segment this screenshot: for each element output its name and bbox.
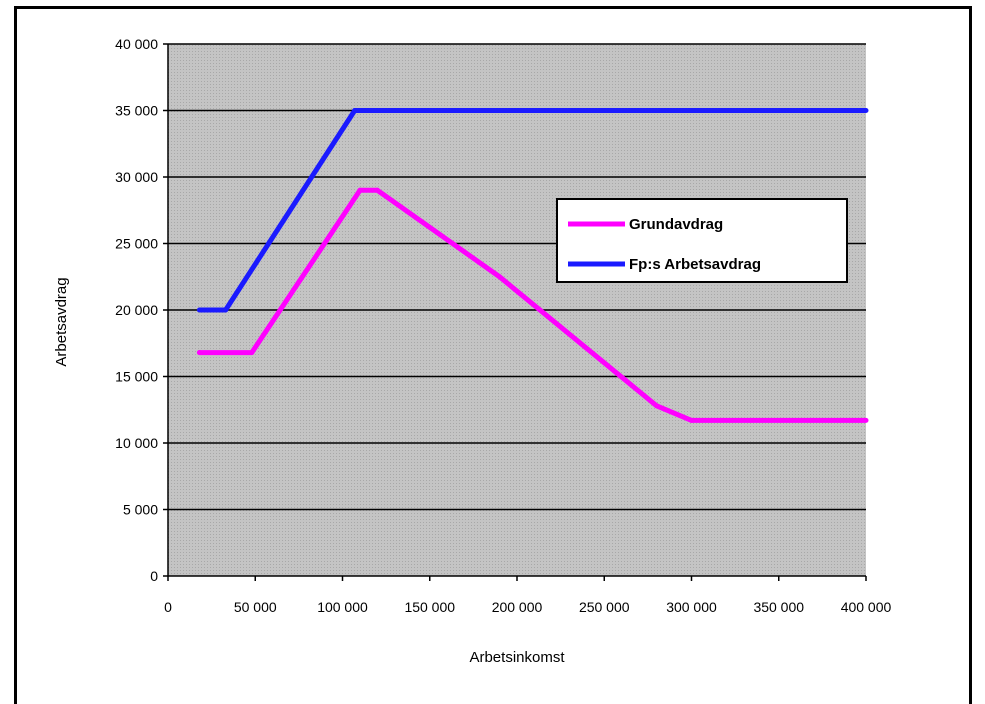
series-1-point-1	[223, 307, 229, 313]
x-tick-label-5: 250 000	[579, 599, 630, 615]
x-tick-label-6: 300 000	[666, 599, 717, 615]
series-1-point-0	[196, 307, 202, 313]
y-tick-label-1: 5 000	[123, 502, 158, 518]
y-axis-title: Arbetsavdrag	[53, 277, 70, 366]
x-tick-label-4: 200 000	[492, 599, 543, 615]
series-0-point-5	[654, 403, 660, 409]
series-line-1	[199, 108, 866, 313]
series-0-point-2	[357, 187, 363, 193]
series-0-point-6	[689, 417, 694, 423]
legend-label-1: Fp:s Arbetsavdrag	[629, 256, 761, 273]
y-tick-label-7: 35 000	[115, 103, 158, 119]
x-tick-label-7: 350 000	[753, 599, 804, 615]
y-tick-label-2: 10 000	[115, 435, 158, 451]
x-tick-label-8: 400 000	[841, 599, 892, 615]
y-tick-label-4: 20 000	[115, 302, 158, 318]
series-0-point-3	[374, 187, 380, 193]
x-tick-label-1: 50 000	[234, 599, 277, 615]
series-0-point-7	[863, 417, 869, 423]
y-tick-label-6: 30 000	[115, 169, 158, 185]
series-0-point-1	[249, 350, 255, 356]
legend-box	[556, 198, 848, 283]
y-tick-label-0: 0	[150, 568, 158, 584]
y-tick-label-3: 15 000	[115, 369, 158, 385]
x-axis-title: Arbetsinkomst	[469, 649, 565, 666]
series-1-point-3	[863, 108, 869, 113]
x-tick-label-0: 0	[164, 599, 172, 615]
series-0-point-0	[196, 350, 202, 356]
x-tick-label-2: 100 000	[317, 599, 368, 615]
y-tick-label-5: 25 000	[115, 236, 158, 252]
legend-label-0: Grundavdrag	[629, 216, 723, 233]
series-line-0	[199, 187, 866, 423]
series-1-point-2	[352, 108, 358, 113]
x-tick-label-3: 150 000	[404, 599, 455, 615]
y-tick-label-8: 40 000	[115, 36, 158, 52]
series-0-point-4	[497, 274, 503, 280]
